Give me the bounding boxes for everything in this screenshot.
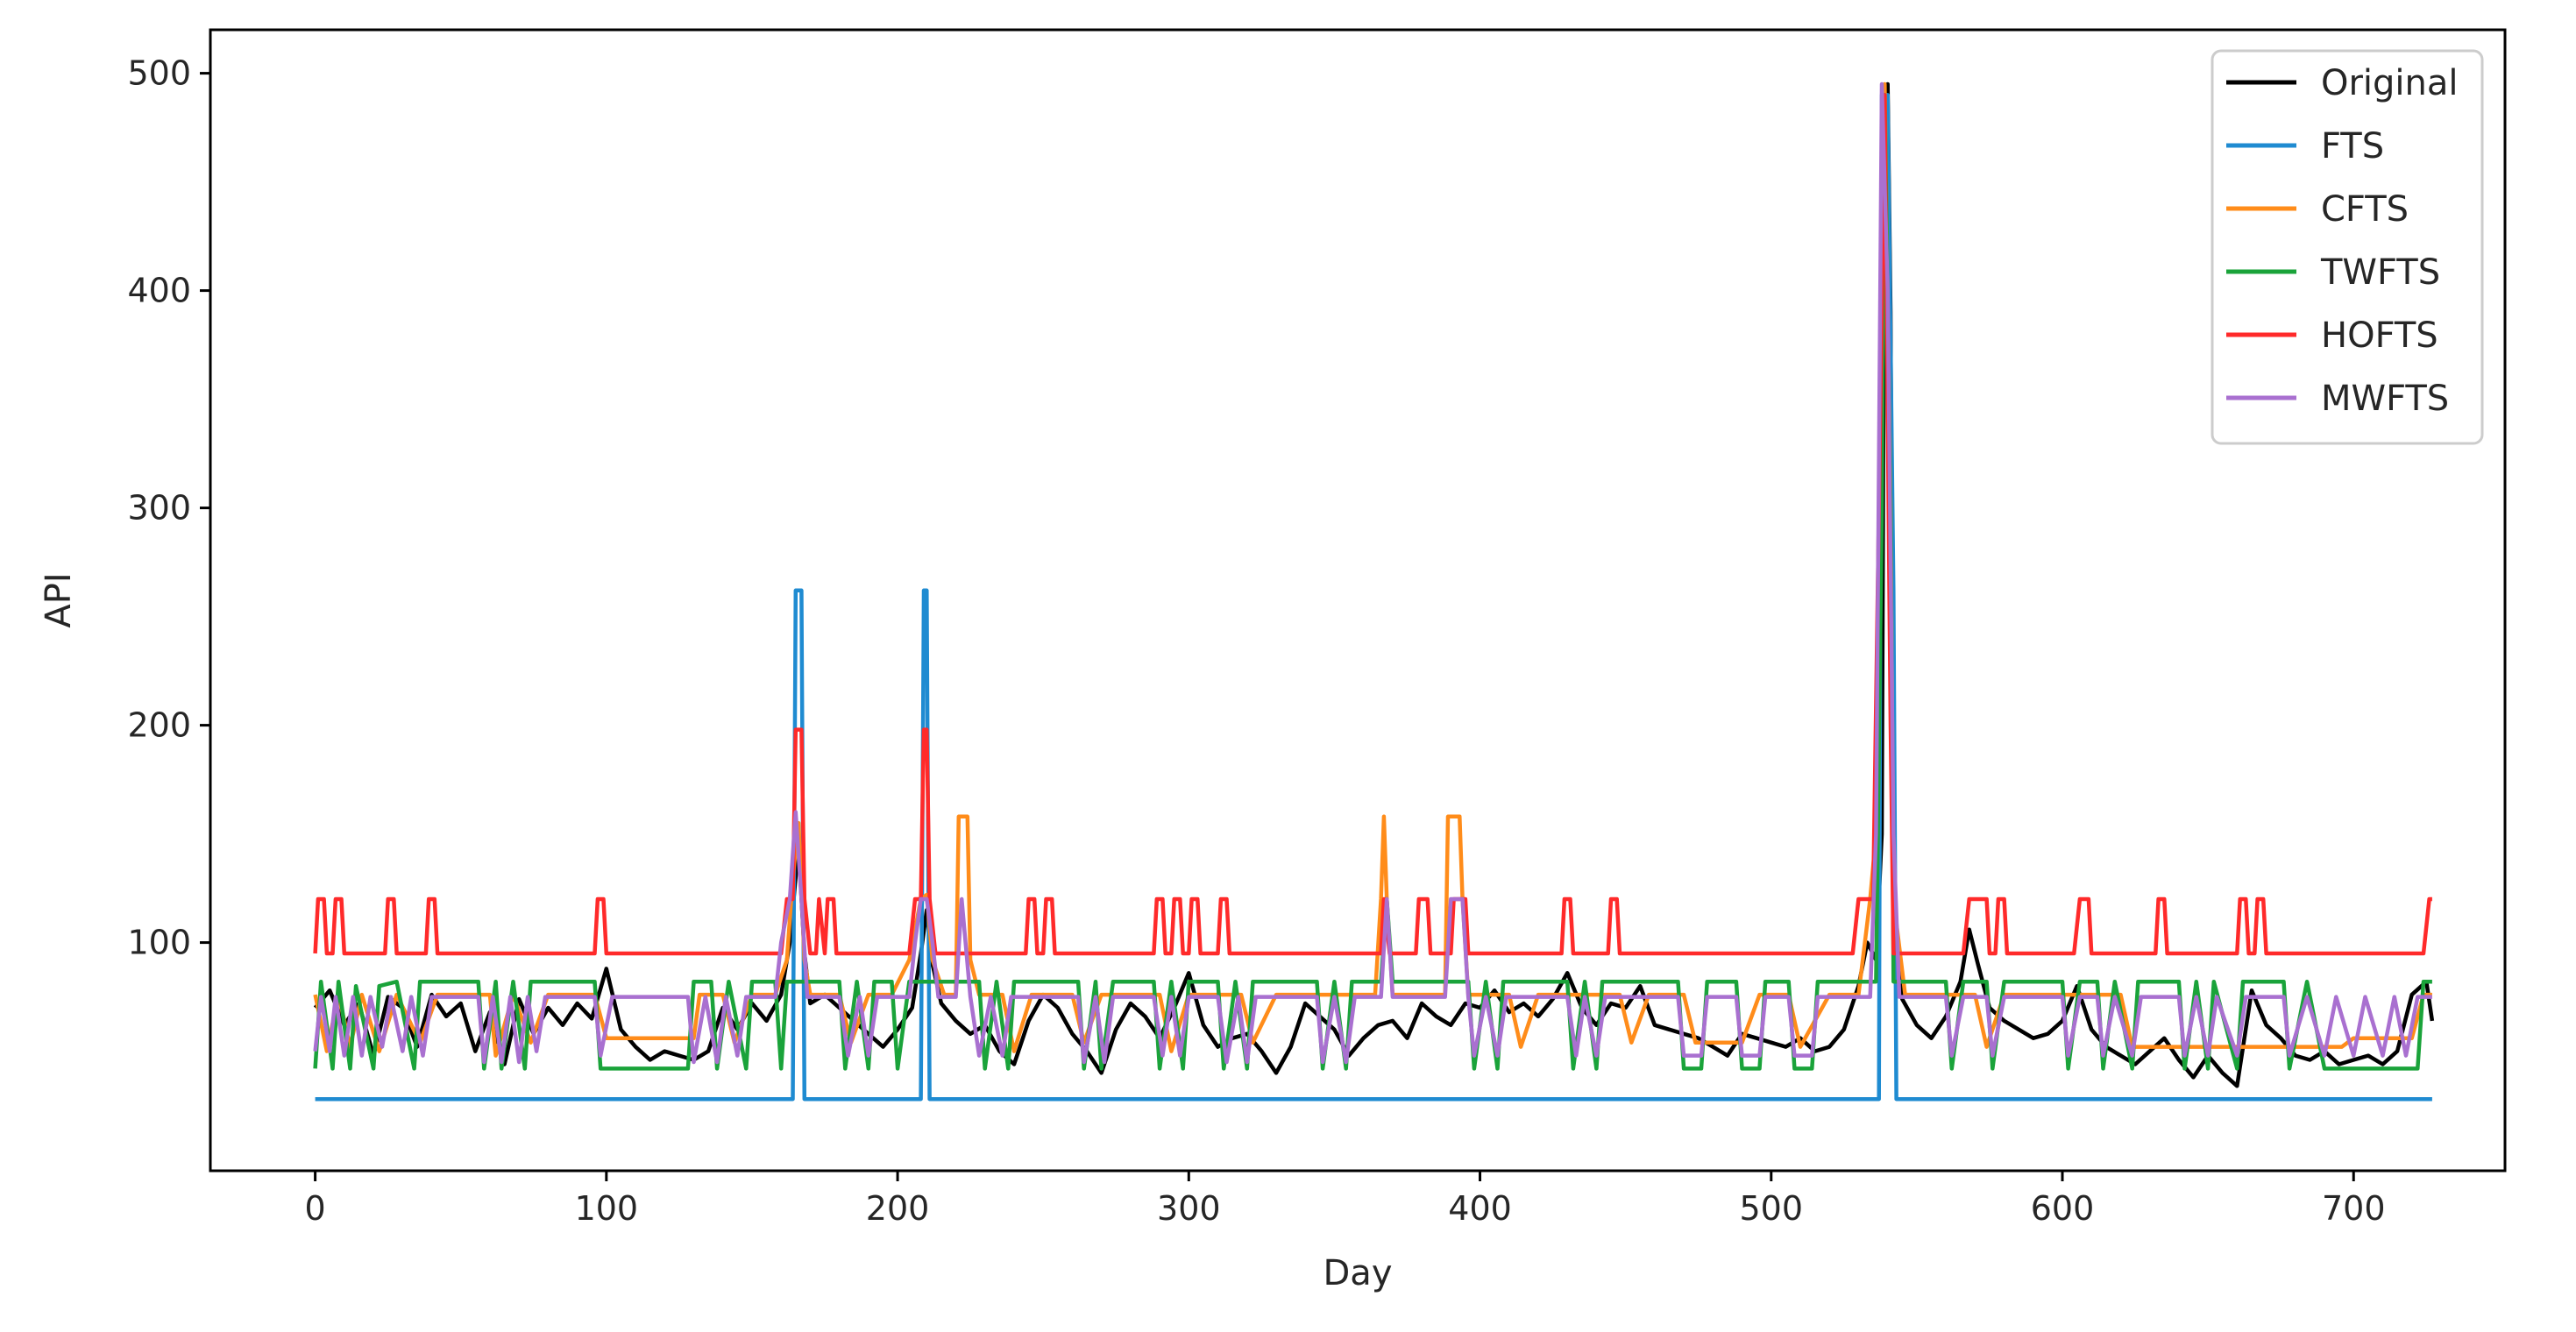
- plot-frame: [209, 28, 2507, 1173]
- y-axis: 100 200 300 400 500: [127, 54, 210, 962]
- x-tick-label: 500: [1740, 1189, 1804, 1228]
- legend-label-original: Original: [2321, 63, 2459, 103]
- y-tick-label: 200: [127, 706, 191, 745]
- legend-label-mwfts: MWFTS: [2321, 379, 2449, 419]
- y-tick-label: 400: [127, 272, 191, 310]
- y-axis-label: API: [39, 572, 79, 627]
- y-tick-label: 500: [127, 54, 191, 93]
- x-axis-label: Day: [1323, 1253, 1393, 1293]
- legend-label-hofts: HOFTS: [2321, 315, 2438, 356]
- x-tick-label: 600: [2031, 1189, 2095, 1228]
- x-tick-label: 400: [1448, 1189, 1512, 1228]
- legend-label-cfts: CFTS: [2321, 189, 2409, 230]
- legend-label-twfts: TWFTS: [2320, 252, 2440, 293]
- x-tick-label: 100: [575, 1189, 639, 1228]
- x-tick-label: 0: [305, 1189, 326, 1228]
- legend-box: [2211, 49, 2484, 445]
- series-line-mwfts: [313, 81, 2432, 1065]
- series-line-hofts: [313, 93, 2432, 956]
- legend: Original FTS CFTS TWFTS HOFTS MWFTS: [2211, 49, 2484, 445]
- x-tick-label: 200: [866, 1189, 930, 1228]
- legend-label-fts: FTS: [2321, 126, 2384, 166]
- x-tick-label: 700: [2322, 1189, 2386, 1228]
- series-layer: [313, 81, 2435, 1102]
- x-tick-label: 300: [1157, 1189, 1221, 1228]
- y-tick-label: 300: [127, 489, 191, 528]
- x-axis: 0 100 200 300 400 500 600 700: [305, 1171, 2386, 1228]
- series-line-fts: [315, 93, 2432, 1102]
- y-tick-label: 100: [127, 924, 191, 962]
